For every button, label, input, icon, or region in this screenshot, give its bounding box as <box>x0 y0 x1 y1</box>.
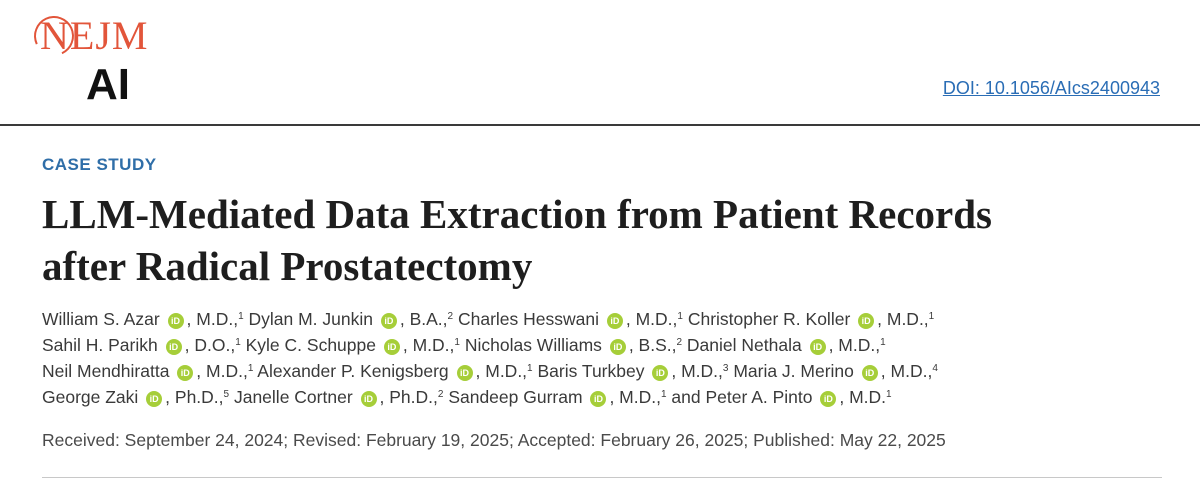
affiliation-marker: 3 <box>722 363 729 374</box>
author-name[interactable]: Nicholas Williams <box>464 335 602 355</box>
affiliation-marker: 1 <box>886 389 892 400</box>
orcid-icon[interactable]: iD <box>167 313 184 329</box>
author-name[interactable]: Maria J. Merino <box>733 361 854 381</box>
affiliation-marker: 1 <box>454 337 460 348</box>
author-name[interactable]: Baris Turkbey <box>537 361 645 381</box>
affiliation-marker: 2 <box>676 337 683 348</box>
author-degree: , M.D. <box>839 387 887 407</box>
author-degree: , B.A., <box>399 309 448 329</box>
orcid-icon[interactable]: iD <box>861 365 878 381</box>
author-line: Neil Mendhiratta iD, M.D.,1 Alexander P.… <box>42 358 1172 384</box>
author-degree: , Ph.D., <box>379 387 438 407</box>
author-entry: Sandeep Gurram iD, M.D.,1 and <box>448 387 701 407</box>
author-name[interactable]: Daniel Nethala <box>686 335 802 355</box>
orcid-icon[interactable]: iD <box>606 313 623 329</box>
author-entry: Nicholas Williams iD, B.S.,2 <box>465 335 682 355</box>
author-entry: Sahil H. Parikh iD, D.O.,1 <box>42 335 241 355</box>
author-entry: Peter A. Pinto iD, M.D.1 <box>705 387 892 407</box>
author-entry: Janelle Cortner iD, Ph.D.,2 <box>234 387 443 407</box>
author-name[interactable]: Janelle Cortner <box>233 387 353 407</box>
author-name[interactable]: Neil Mendhiratta <box>42 361 170 381</box>
orcid-icon[interactable]: iD <box>820 391 837 407</box>
author-name[interactable]: Kyle C. Schuppe <box>245 335 376 355</box>
author-degree: , M.D., <box>609 387 661 407</box>
affiliation-marker: 1 <box>527 363 533 374</box>
affiliation-marker: 1 <box>238 311 244 322</box>
author-line: Sahil H. Parikh iD, D.O.,1 Kyle C. Schup… <box>42 332 1172 358</box>
orcid-icon[interactable]: iD <box>177 365 194 381</box>
author-name[interactable]: Christopher R. Koller <box>687 309 851 329</box>
affiliation-marker: 2 <box>447 311 454 322</box>
footer-divider <box>42 477 1162 478</box>
logo-ai-text: AI <box>86 60 130 109</box>
author-entry: Maria J. Merino iD, M.D.,4 <box>733 361 938 381</box>
affiliation-marker: 1 <box>660 389 667 400</box>
author-line: George Zaki iD, Ph.D.,5 Janelle Cortner … <box>42 384 1172 410</box>
orcid-icon[interactable]: iD <box>809 339 826 355</box>
header-divider <box>0 124 1200 126</box>
orcid-icon[interactable]: iD <box>456 365 473 381</box>
affiliation-marker: 1 <box>880 337 886 348</box>
author-name[interactable]: George Zaki <box>42 387 139 407</box>
author-degree: , D.O., <box>184 335 236 355</box>
orcid-icon[interactable]: iD <box>383 339 400 355</box>
orcid-icon[interactable]: iD <box>609 339 626 355</box>
orcid-icon[interactable]: iD <box>590 391 607 407</box>
author-name[interactable]: Alexander P. Kenigsberg <box>257 361 449 381</box>
author-name[interactable]: Dylan M. Junkin <box>248 309 374 329</box>
author-name[interactable]: Charles Hesswani <box>457 309 599 329</box>
author-entry: Alexander P. Kenigsberg iD, M.D.,1 <box>257 361 533 381</box>
orcid-icon[interactable]: iD <box>652 365 669 381</box>
author-entry: Charles Hesswani iD, M.D.,1 <box>458 309 683 329</box>
orcid-icon[interactable]: iD <box>360 391 377 407</box>
affiliation-marker: 1 <box>235 337 241 348</box>
article-title: LLM-Mediated Data Extraction from Patien… <box>42 188 1172 292</box>
author-entry: Dylan M. Junkin iD, B.A.,2 <box>248 309 454 329</box>
author-degree: , M.D., <box>196 361 248 381</box>
author-degree: , M.D., <box>475 361 528 381</box>
author-name[interactable]: Peter A. Pinto <box>705 387 813 407</box>
author-degree: , M.D., <box>402 335 455 355</box>
author-entry: Christopher R. Koller iD, M.D.,1 <box>688 309 934 329</box>
author-degree: , M.D., <box>671 361 723 381</box>
logo-nejm-text: NEJM <box>40 13 149 58</box>
orcid-icon[interactable]: iD <box>165 339 182 355</box>
article-category: CASE STUDY <box>42 155 157 174</box>
author-degree: , M.D., <box>625 309 678 329</box>
author-name[interactable]: Sahil H. Parikh <box>42 335 158 355</box>
title-line-1: LLM-Mediated Data Extraction from Patien… <box>42 191 993 237</box>
author-line: William S. Azar iD, M.D.,1 Dylan M. Junk… <box>42 306 1172 332</box>
author-entry: Kyle C. Schuppe iD, M.D.,1 <box>246 335 460 355</box>
author-entry: Neil Mendhiratta iD, M.D.,1 <box>42 361 253 381</box>
affiliation-marker: 4 <box>932 363 938 374</box>
author-degree: , M.D., <box>880 361 933 381</box>
affiliation-marker: 1 <box>928 311 935 322</box>
author-name[interactable]: William S. Azar <box>42 309 160 329</box>
affiliation-marker: 2 <box>437 389 444 400</box>
author-entry: William S. Azar iD, M.D.,1 <box>42 309 244 329</box>
author-conjunction: and <box>666 387 701 407</box>
author-entry: Baris Turkbey iD, M.D.,3 <box>537 361 728 381</box>
author-entry: Daniel Nethala iD, M.D.,1 <box>687 335 886 355</box>
doi-link[interactable]: DOI: 10.1056/AIcs2400943 <box>942 78 1160 98</box>
journal-header: NEJM AI DOI: 10.1056/AIcs2400943 <box>0 0 1200 124</box>
orcid-icon[interactable]: iD <box>380 313 397 329</box>
affiliation-marker: 5 <box>223 389 230 400</box>
author-degree: , B.S., <box>628 335 677 355</box>
orcid-icon[interactable]: iD <box>146 391 163 407</box>
title-line-2: after Radical Prostatectomy <box>42 243 533 289</box>
author-degree: , M.D., <box>186 309 239 329</box>
author-name[interactable]: Sandeep Gurram <box>448 387 583 407</box>
author-degree: , M.D., <box>877 309 929 329</box>
publication-dates: Received: September 24, 2024; Revised: F… <box>42 430 946 450</box>
affiliation-marker: 1 <box>677 311 683 322</box>
author-list: William S. Azar iD, M.D.,1 Dylan M. Junk… <box>42 306 1172 410</box>
author-degree: , Ph.D., <box>165 387 224 407</box>
journal-logo[interactable]: NEJM AI <box>28 10 180 110</box>
author-entry: George Zaki iD, Ph.D.,5 <box>42 387 229 407</box>
affiliation-marker: 1 <box>247 363 254 374</box>
author-degree: , M.D., <box>828 335 881 355</box>
orcid-icon[interactable]: iD <box>858 313 875 329</box>
